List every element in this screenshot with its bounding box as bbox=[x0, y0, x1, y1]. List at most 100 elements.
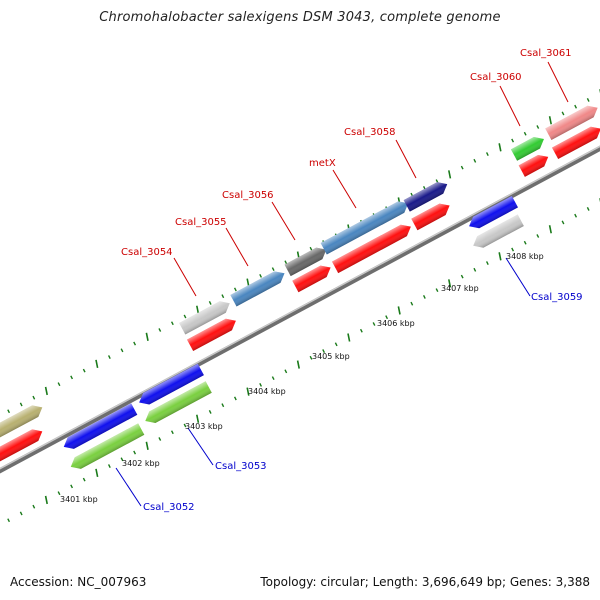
outer-tick bbox=[233, 287, 237, 292]
inner-tick bbox=[221, 403, 225, 408]
gene-label-csal-3055: Csal_3055 bbox=[175, 217, 227, 228]
outer-tick bbox=[7, 409, 11, 414]
outer-tick bbox=[196, 305, 200, 314]
inner-tick bbox=[196, 414, 200, 423]
gene-arrow-csal-3060[interactable] bbox=[510, 133, 547, 161]
inner-tick bbox=[359, 328, 363, 333]
inner-tick bbox=[82, 477, 86, 482]
inner-tick bbox=[422, 294, 426, 299]
outer-tick bbox=[208, 301, 212, 305]
inner-tick bbox=[107, 464, 111, 469]
inner-tick bbox=[208, 410, 212, 414]
inner-tick bbox=[19, 511, 23, 516]
outer-tick bbox=[19, 402, 23, 407]
outer-tick bbox=[57, 382, 61, 387]
inner-tick bbox=[296, 360, 300, 369]
inner-tick bbox=[561, 220, 565, 225]
outer-tick bbox=[158, 328, 162, 332]
gene-label-csal-3058: Csal_3058 bbox=[344, 127, 396, 138]
gene-arrow-csal-3059-b[interactable] bbox=[470, 214, 524, 251]
gene-label-csal-3061: Csal_3061 bbox=[520, 48, 572, 59]
inner-tick bbox=[120, 457, 124, 462]
inner-tick bbox=[246, 387, 250, 396]
inner-tick bbox=[32, 504, 36, 509]
outer-tick bbox=[95, 359, 99, 369]
inner-tick bbox=[334, 342, 338, 347]
kbp-label-3406: 3406 kbp bbox=[377, 319, 415, 328]
inner-tick bbox=[397, 306, 401, 315]
inner-tick bbox=[536, 234, 540, 238]
inner-tick bbox=[523, 240, 527, 245]
gene-arrow-csal-3054[interactable] bbox=[179, 297, 233, 335]
gene-arrow-csal-3052[interactable] bbox=[61, 403, 138, 452]
inner-tick bbox=[284, 369, 288, 374]
outer-tick bbox=[536, 125, 540, 129]
gene-arrow-csal-3058-b[interactable] bbox=[411, 200, 452, 231]
gene-arrow-csal-3053[interactable] bbox=[136, 363, 204, 409]
kbp-label-3407: 3407 kbp bbox=[441, 284, 479, 293]
gene-arrow-csal-3060-b[interactable] bbox=[518, 151, 552, 177]
inner-tick bbox=[271, 376, 275, 381]
inner-tick bbox=[70, 484, 74, 489]
outer-tick bbox=[170, 321, 174, 326]
inner-tick bbox=[548, 225, 552, 234]
gene-arrow-csal-3053-b[interactable] bbox=[142, 381, 212, 427]
gene-arrow-csal-3054-b[interactable] bbox=[187, 315, 239, 352]
inner-tick bbox=[586, 207, 590, 211]
gene-arrow-metx[interactable] bbox=[320, 198, 412, 255]
inner-tick bbox=[44, 495, 48, 505]
gene-arrow-csal-3061-b[interactable] bbox=[552, 123, 600, 160]
gene-label-csal-3052: Csal_3052 bbox=[143, 502, 195, 513]
gene-label-csal-3056: Csal_3056 bbox=[222, 190, 274, 201]
outer-tick bbox=[561, 111, 565, 116]
gene-arrow-g0b[interactable] bbox=[0, 426, 45, 467]
inner-tick bbox=[233, 396, 237, 401]
gene-arrow-csal-3055[interactable] bbox=[230, 268, 287, 307]
gene-label-csal-3059: Csal_3059 bbox=[531, 292, 583, 303]
outer-tick bbox=[309, 246, 313, 251]
gene-arrow-csal-3052-b[interactable] bbox=[68, 423, 145, 472]
outer-tick bbox=[70, 375, 74, 380]
kbp-label-3404: 3404 kbp bbox=[248, 387, 286, 396]
accession-text: Accession: NC_007963 bbox=[10, 575, 147, 589]
genome-title: Chromohalobacter salexigens DSM 3043, co… bbox=[99, 10, 501, 25]
inner-tick bbox=[133, 450, 137, 455]
inner-tick bbox=[410, 301, 414, 306]
outer-tick bbox=[183, 314, 187, 319]
gene-label-csal-3054: Csal_3054 bbox=[121, 247, 173, 258]
inner-tick bbox=[259, 382, 263, 387]
genome-backbone bbox=[0, 145, 600, 474]
gene-arrow-csal-3058[interactable] bbox=[403, 178, 451, 212]
gene-arrow-csal-3059[interactable] bbox=[466, 195, 518, 232]
kbp-label-3408: 3408 kbp bbox=[506, 252, 544, 261]
inner-tick bbox=[460, 274, 464, 279]
gene-label-metx: metX bbox=[309, 158, 336, 169]
outer-tick bbox=[523, 131, 527, 136]
inner-tick bbox=[385, 315, 389, 320]
gene-arrow-csal-3055-b[interactable] bbox=[292, 262, 333, 293]
gene-label-csal-3060: Csal_3060 bbox=[470, 72, 522, 83]
inner-tick bbox=[574, 213, 578, 218]
outer-tick bbox=[259, 273, 263, 278]
outer-tick bbox=[548, 116, 552, 125]
inner-tick bbox=[372, 322, 376, 326]
position-labels: 3401 kbp 3402 kbp 3403 kbp 3404 kbp 3405… bbox=[60, 252, 544, 504]
tick-marks bbox=[7, 89, 600, 523]
gene-arrow-csal-3056[interactable] bbox=[284, 244, 330, 277]
inner-tick bbox=[145, 441, 149, 450]
outer-tick bbox=[511, 138, 515, 143]
label-leaders bbox=[115, 61, 569, 507]
gene-arrow-g0a[interactable] bbox=[0, 402, 45, 443]
outer-tick bbox=[574, 104, 578, 109]
outer-tick bbox=[32, 395, 36, 400]
outer-tick bbox=[473, 158, 477, 163]
outer-tick bbox=[145, 332, 149, 341]
outer-tick bbox=[82, 368, 86, 373]
gene-arrow-csal-3061[interactable] bbox=[545, 102, 600, 140]
inner-tick bbox=[309, 355, 313, 360]
gene-label-csal-3053: Csal_3053 bbox=[215, 461, 267, 472]
gene-arrow-metx-b[interactable] bbox=[332, 221, 414, 274]
kbp-label-3402: 3402 kbp bbox=[122, 459, 160, 468]
